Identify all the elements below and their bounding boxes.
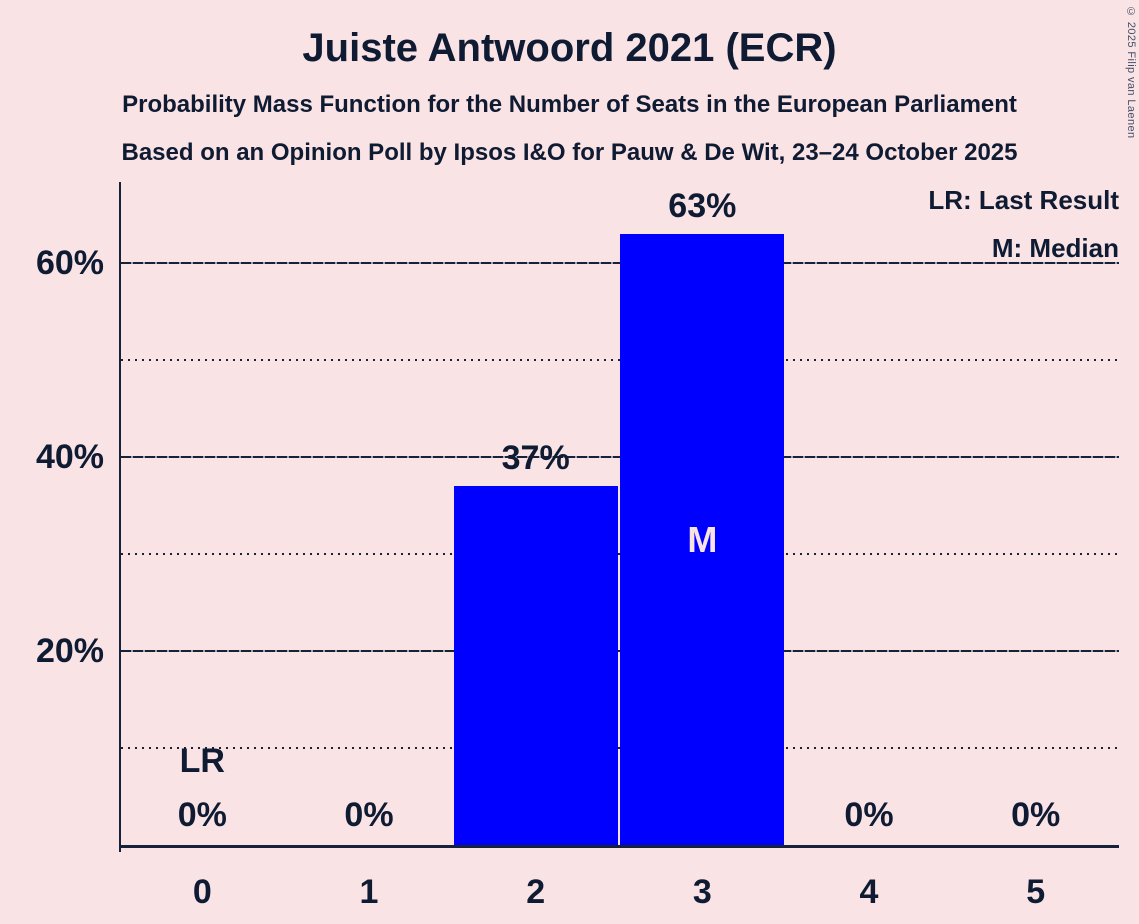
legend-last-result: LR: Last Result bbox=[928, 185, 1119, 215]
legend-median: M: Median bbox=[991, 233, 1119, 263]
x-axis-label-1: 1 bbox=[359, 873, 379, 911]
zero-value-label-1: 0% bbox=[344, 796, 394, 834]
bar-seats-2 bbox=[453, 486, 618, 845]
bar-value-label-2: 37% bbox=[501, 439, 570, 478]
x-axis-line bbox=[119, 845, 1119, 848]
last-result-marker: LR bbox=[179, 742, 225, 780]
x-axis-label-3: 3 bbox=[692, 873, 712, 911]
zero-value-label-4: 0% bbox=[844, 796, 894, 834]
zero-value-label-0: 0% bbox=[177, 796, 227, 834]
bar-value-label-3: 63% bbox=[668, 186, 737, 225]
chart-subtitle: Probability Mass Function for the Number… bbox=[122, 91, 1017, 118]
gridline-major-20 bbox=[121, 650, 1119, 652]
copyright-notice: © 2025 Filip van Laenen bbox=[1125, 6, 1137, 139]
gridline-minor-50 bbox=[121, 359, 1119, 361]
y-axis-line bbox=[119, 182, 121, 852]
x-axis-label-0: 0 bbox=[192, 873, 212, 911]
gridline-minor-10 bbox=[121, 747, 1119, 749]
gridline-major-40 bbox=[121, 456, 1119, 458]
bar-seats-3 bbox=[620, 233, 785, 845]
median-marker: M bbox=[687, 519, 718, 561]
zero-value-label-5: 0% bbox=[1011, 796, 1061, 834]
x-axis-label-4: 4 bbox=[859, 873, 879, 911]
chart-title: Juiste Antwoord 2021 (ECR) bbox=[302, 26, 837, 70]
gridline-major-60 bbox=[121, 262, 1119, 264]
y-axis-label-20: 20% bbox=[35, 632, 104, 670]
x-axis-label-5: 5 bbox=[1026, 873, 1046, 911]
y-axis-label-60: 60% bbox=[35, 244, 104, 282]
gridline-minor-30 bbox=[121, 553, 1119, 555]
chart-subtitle-source: Based on an Opinion Poll by Ipsos I&O fo… bbox=[121, 139, 1018, 166]
y-axis-label-40: 40% bbox=[35, 438, 104, 476]
x-axis-label-2: 2 bbox=[526, 873, 546, 911]
